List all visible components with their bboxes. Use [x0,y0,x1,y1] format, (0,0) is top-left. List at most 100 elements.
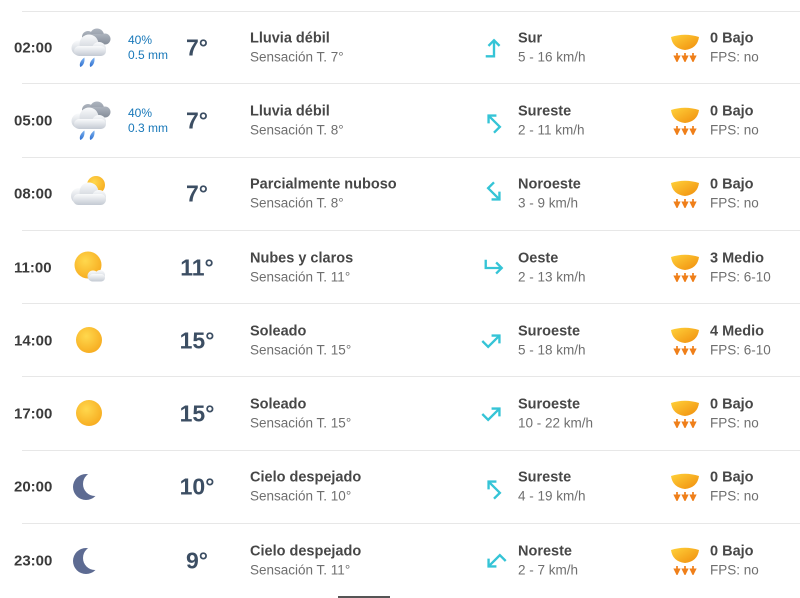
temperature-label: 7° [186,34,208,61]
wind-block: Suroeste 10 - 22 km/h [518,396,658,433]
wind-block: Noroeste 3 - 9 km/h [518,176,658,213]
wind-speed-label: 5 - 16 km/h [518,49,586,65]
uv-fps-label: FPS: no [710,488,759,504]
weather-icon [64,539,116,583]
forecast-row[interactable]: 23:00 9° Cielo despejado Sensación T. 11… [0,524,800,597]
uv-radiation-icon [667,470,703,504]
wind-direction-arrow-icon [479,180,509,208]
wind-direction-arrow-icon [479,400,509,428]
wind-direction-arrow-icon [479,327,509,355]
condition-block: Lluvia débil Sensación T. 8° [250,102,475,139]
time-label: 20:00 [14,478,53,496]
wind-block: Noreste 2 - 7 km/h [518,542,658,579]
forecast-row[interactable]: 20:00 10° Cielo despejado Sensación T. 1… [0,451,800,525]
time-label: 08:00 [14,185,53,203]
weather-icon [64,392,116,436]
wind-speed-label: 5 - 18 km/h [518,342,586,358]
wind-direction-arrow-icon [479,254,509,282]
weather-icon [64,99,116,143]
uv-block: 0 Bajo FPS: no [710,542,798,579]
condition-block: Nubes y claros Sensación T. 11° [250,249,475,286]
time-label: 05:00 [14,112,53,130]
wind-speed-label: 2 - 11 km/h [518,122,585,138]
feels-like-label: Sensación T. 8° [250,122,344,138]
precip-probability-label: 40% [128,32,153,47]
condition-block: Lluvia débil Sensación T. 7° [250,29,475,66]
temperature-label: 9° [186,547,208,574]
condition-label: Nubes y claros [250,250,354,267]
weather-icon [64,465,116,509]
forecast-row[interactable]: 14:00 15° Soleado Sensación T. 15° Suroe… [0,304,800,378]
wind-direction-arrow-icon [479,547,509,575]
uv-block: 0 Bajo FPS: no [710,102,798,139]
forecast-row[interactable]: 05:00 40% 0.3 mm 7° Lluvia débil Sensaci… [0,84,800,158]
condition-label: Lluvia débil [250,30,330,47]
wind-direction-label: Noroeste [518,176,581,193]
uv-block: 3 Medio FPS: 6-10 [710,249,798,286]
condition-label: Lluvia débil [250,103,330,120]
top-divider [22,11,800,12]
forecast-rows: 02:00 40% 0.5 mm 7° Lluvia débil Sensaci… [0,11,800,597]
uv-block: 0 Bajo FPS: no [710,176,798,213]
precip-amount-label: 0.5 mm [128,47,169,62]
time-label: 17:00 [14,405,53,423]
uv-index-label: 3 Medio [710,250,764,267]
forecast-row[interactable]: 08:00 7° Parcialmente nuboso Sensación T… [0,158,800,232]
wind-speed-label: 2 - 13 km/h [518,269,586,285]
uv-block: 0 Bajo FPS: no [710,396,798,433]
precipitation-block: 40% 0.3 mm [128,106,186,136]
wind-speed-label: 4 - 19 km/h [518,488,586,504]
cutoff-element-edge [338,596,390,598]
wind-direction-label: Oeste [518,250,559,267]
temperature-label: 7° [186,180,208,207]
wind-direction-label: Noreste [518,543,572,560]
wind-direction-arrow-icon [479,473,509,501]
uv-radiation-icon [667,104,703,138]
condition-block: Soleado Sensación T. 15° [250,322,475,359]
uv-index-label: 0 Bajo [710,30,754,47]
forecast-row[interactable]: 02:00 40% 0.5 mm 7° Lluvia débil Sensaci… [0,11,800,85]
condition-label: Cielo despejado [250,469,362,486]
time-label: 14:00 [14,332,53,350]
precip-amount-label: 0.3 mm [128,120,169,135]
temperature-label: 7° [186,107,208,134]
uv-radiation-icon [667,324,703,358]
uv-fps-label: FPS: no [710,562,759,578]
wind-block: Oeste 2 - 13 km/h [518,249,658,286]
wind-block: Sureste 4 - 19 km/h [518,469,658,506]
time-label: 23:00 [14,552,53,570]
uv-radiation-icon [667,31,703,65]
uv-block: 0 Bajo FPS: no [710,29,798,66]
uv-fps-label: FPS: no [710,122,759,138]
wind-direction-label: Sureste [518,103,572,120]
feels-like-label: Sensación T. 8° [250,195,344,211]
wind-block: Sur 5 - 16 km/h [518,29,658,66]
time-label: 11:00 [14,259,52,277]
uv-radiation-icon [667,177,703,211]
uv-fps-label: FPS: no [710,49,759,65]
wind-direction-arrow-icon [479,34,509,62]
uv-fps-label: FPS: no [710,415,759,431]
feels-like-label: Sensación T. 15° [250,342,352,358]
feels-like-label: Sensación T. 11° [250,562,351,578]
wind-direction-arrow-icon [479,107,509,135]
wind-direction-label: Suroeste [518,323,581,340]
weather-icon [64,172,116,216]
condition-label: Parcialmente nuboso [250,176,397,193]
wind-speed-label: 10 - 22 km/h [518,415,594,431]
uv-block: 0 Bajo FPS: no [710,469,798,506]
forecast-row[interactable]: 11:00 11° Nubes y claros Sensación T. 11… [0,231,800,305]
uv-block: 4 Medio FPS: 6-10 [710,322,798,359]
condition-label: Soleado [250,396,307,413]
weather-icon [64,246,116,290]
precipitation-block: 40% 0.5 mm [128,33,186,63]
precip-probability-label: 40% [128,105,153,120]
condition-label: Soleado [250,323,307,340]
temperature-label: 15° [179,400,215,427]
weather-icon [64,26,116,70]
uv-index-label: 0 Bajo [710,103,754,120]
condition-label: Cielo despejado [250,543,362,560]
forecast-row[interactable]: 17:00 15° Soleado Sensación T. 15° Suroe… [0,377,800,452]
wind-direction-label: Sur [518,30,543,47]
